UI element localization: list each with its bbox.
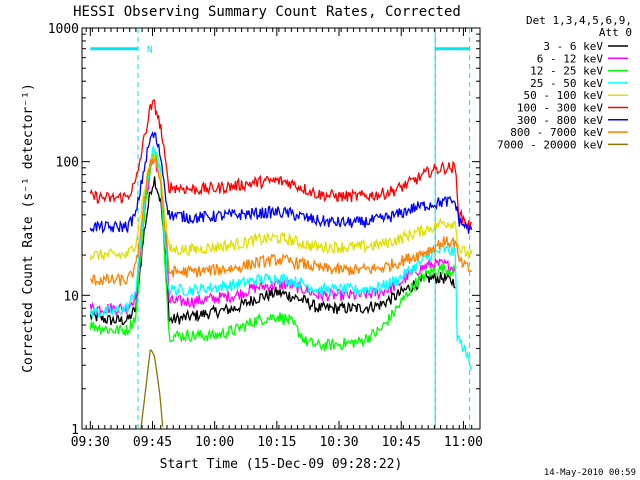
legend-entry-label: 300 - 800 keV xyxy=(517,114,603,127)
legend-entry-label: 3 - 6 keV xyxy=(543,40,603,53)
series-line xyxy=(89,176,456,326)
night-label: N xyxy=(147,46,152,56)
y-tick-label: 1000 xyxy=(48,22,79,37)
x-axis: 09:30 09:45 10:00 10:15 10:30 10:45 11:00 xyxy=(71,28,483,450)
series-line xyxy=(89,99,472,230)
legend-entry-label: 50 - 100 keV xyxy=(524,89,604,102)
series-line xyxy=(89,150,456,351)
x-tick-label: 09:45 xyxy=(133,435,172,450)
y-tick-label: 100 xyxy=(56,156,79,171)
series-line xyxy=(89,156,473,286)
series-layer xyxy=(89,99,473,430)
legend-header-line: Att 0 xyxy=(599,26,632,39)
plot-frame xyxy=(81,27,481,430)
x-tick-label: 11:00 xyxy=(444,435,483,450)
legend-header-line: Det 1,3,4,5,6,9, xyxy=(526,14,632,27)
series-line xyxy=(89,152,473,261)
footer-timestamp: 14-May-2010 00:59 xyxy=(544,468,636,478)
legend-entry-label: 7000 - 20000 keV xyxy=(497,138,603,151)
chart-title: HESSI Observing Summary Count Rates, Cor… xyxy=(73,4,461,20)
series-line xyxy=(140,349,164,430)
x-tick-label: 10:45 xyxy=(382,435,421,450)
night-markers: N xyxy=(90,28,471,429)
x-tick-label: 10:15 xyxy=(257,435,296,450)
legend-entry-label: 12 - 25 keV xyxy=(530,65,603,78)
x-axis-label: Start Time (15-Dec-09 09:28:22) xyxy=(160,457,403,472)
y-tick-label: 1 xyxy=(71,423,79,438)
y-tick-label: 10 xyxy=(63,289,79,304)
x-tick-label: 09:30 xyxy=(71,435,110,450)
y-axis-label: Corrected Count Rate (s⁻¹ detector⁻¹) xyxy=(21,83,36,373)
x-tick-label: 10:30 xyxy=(319,435,358,450)
legend-entry-label: 6 - 12 keV xyxy=(537,52,604,65)
legend-entry-label: 25 - 50 keV xyxy=(530,77,603,90)
legend-entry-label: 800 - 7000 keV xyxy=(510,126,603,139)
legend-entry-label: 100 - 300 keV xyxy=(517,102,603,115)
x-tick-label: 10:00 xyxy=(195,435,234,450)
series-line xyxy=(89,130,473,234)
legend-header: Det 1,3,4,5,6,9,Att 0 xyxy=(526,14,632,39)
series-line xyxy=(89,145,473,371)
